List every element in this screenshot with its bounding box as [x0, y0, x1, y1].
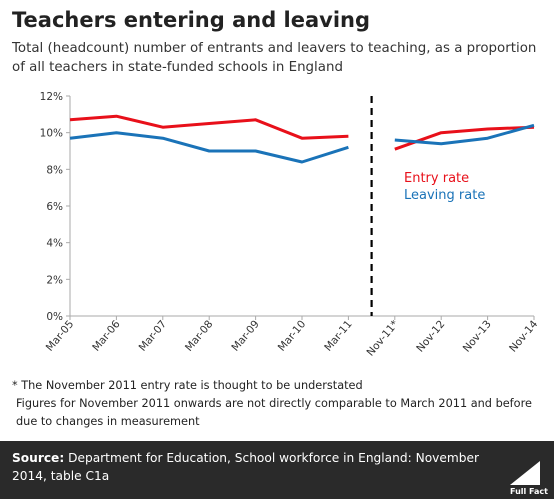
- x-tick-label: Nov-11*: [365, 318, 402, 358]
- y-tick-label: 10%: [40, 128, 63, 140]
- chart-series: [69, 114, 535, 164]
- source-text: Department for Education, School workfor…: [12, 451, 479, 483]
- x-tick-label: Mar-08: [183, 318, 216, 354]
- note-asterisk: * The November 2011 entry rate is though…: [12, 379, 363, 392]
- y-tick-label: 4%: [46, 238, 63, 250]
- chart-subtitle: Total (headcount) number of entrants and…: [12, 41, 537, 75]
- y-tick-label: 12%: [40, 91, 63, 103]
- y-tick-label: 2%: [46, 274, 63, 286]
- y-tick-label: 8%: [46, 164, 63, 176]
- full-fact-logo-text: Full Fact: [510, 487, 548, 496]
- source-credit: Source: Department for Education, School…: [12, 449, 487, 485]
- x-tick-label: Mar-11: [322, 318, 355, 354]
- x-tick-label: Mar-10: [276, 318, 309, 354]
- x-tick-label: Mar-05: [44, 318, 77, 354]
- legend-leaving-rate: Leaving rate: [404, 188, 485, 203]
- x-tick-label: Nov-12: [414, 318, 447, 354]
- footer-bar: Source: Department for Education, School…: [0, 441, 554, 499]
- x-tick-label: Mar-09: [229, 318, 262, 354]
- chart-notes: * The November 2011 entry rate is though…: [12, 377, 542, 431]
- chart-legend: Entry rate Leaving rate: [404, 171, 485, 203]
- leaving-rate-line: [394, 123, 535, 146]
- x-tick-label: Nov-14: [507, 318, 540, 355]
- y-tick-label: 6%: [46, 201, 63, 213]
- y-tick-label: 0%: [46, 311, 63, 323]
- leaving-rate-line: [69, 131, 349, 164]
- note-comparability: Figures for November 2011 onwards are no…: [16, 397, 532, 428]
- x-tick-label: Mar-06: [90, 318, 123, 354]
- chart-title: Teachers entering and leaving: [12, 8, 371, 32]
- entry-rate-line: [69, 114, 349, 140]
- line-chart: 0% 2% 4% 6% 8% 10% 12% Mar-05 Mar-06 Mar-07 Mar-08…: [40, 91, 541, 359]
- full-fact-logo-icon: [510, 461, 540, 485]
- x-tick-label: Mar-07: [137, 318, 170, 354]
- source-label: Source:: [12, 451, 65, 465]
- x-tick-label: Nov-13: [461, 318, 494, 354]
- legend-entry-rate: Entry rate: [404, 171, 469, 186]
